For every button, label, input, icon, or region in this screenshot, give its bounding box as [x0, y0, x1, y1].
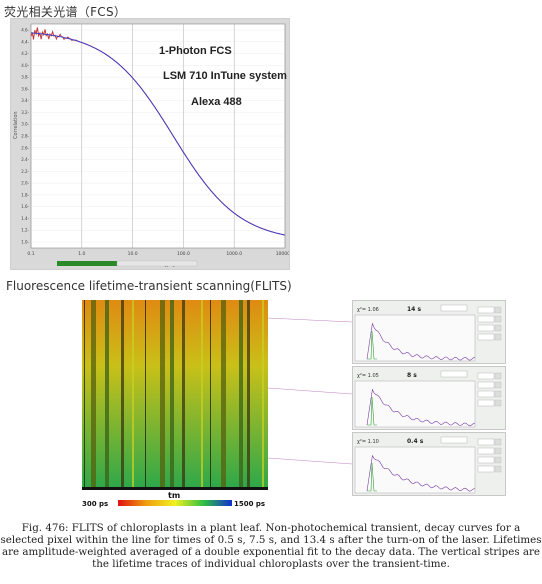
figure-caption: Fig. 476: FLITS of chloroplasts in a pla…	[0, 522, 542, 570]
x-tick-label: 0.1	[27, 251, 34, 257]
progress-track	[116, 260, 198, 267]
chloroplast-stripe	[210, 300, 211, 487]
progress-bar	[57, 261, 117, 266]
fcs-plot: 4.6- 4.4- 4.2- 4.0- 3.8- 3.6- 3.4- 3.2- 3.0- 2.8-…	[13, 23, 289, 268]
y-tick-label: 3.0-	[21, 122, 29, 127]
y-tick-label: 4.0-	[21, 63, 29, 68]
chloroplast-stripes	[84, 300, 264, 487]
y-tick-label: 3.2-	[21, 110, 29, 115]
y-tick-label: 2.8-	[21, 134, 29, 139]
scale-min-label: 300 ps	[82, 500, 108, 508]
chloroplast-stripe	[247, 300, 250, 487]
connector-line	[267, 457, 353, 465]
lifetime-image	[82, 300, 268, 488]
chloroplast-stripe	[262, 300, 264, 487]
y-tick-label: 3.4-	[21, 98, 29, 103]
scale-max-label: 1500 ps	[234, 500, 265, 508]
chloroplast-stripe	[221, 300, 226, 487]
y-tick-label: 2.6-	[21, 145, 29, 150]
y-tick-label: 1.4-	[21, 216, 29, 221]
chloroplast-stripe	[105, 300, 109, 487]
chloroplast-stripe	[160, 300, 165, 487]
x-tick-labels: 0.1 1.0 10.0 100.0 1000.0 10000.0	[27, 251, 289, 257]
y-tick-label: 3.8-	[21, 75, 29, 80]
chloroplast-stripe	[182, 300, 185, 487]
decay-plot: χ²= 1.06 14 s	[353, 301, 505, 363]
decay-panel-3: χ²= 1.10 0.4 s	[352, 432, 506, 496]
x-tick-label: 10000.0	[276, 251, 289, 257]
chloroplast-stripe	[84, 300, 85, 487]
connector-line	[267, 387, 353, 395]
flits-graphic: tm 300 ps 1500 ps	[82, 300, 353, 508]
annotation-lsm-system: LSM 710 InTune system	[163, 70, 287, 82]
connector-line	[267, 317, 353, 323]
chloroplast-stripe	[91, 300, 96, 487]
chloroplast-stripe	[145, 300, 146, 487]
y-tick-label: 4.4-	[21, 39, 29, 44]
decay-plot: χ²= 1.05 8 s	[353, 367, 505, 429]
y-tick-label: 4.6-	[21, 28, 29, 33]
annotation-photon-fcs: 1-Photon FCS	[159, 45, 232, 57]
time-label: 0.4 s	[407, 438, 424, 445]
decay-panel-1: χ²= 1.06 14 s	[352, 300, 506, 364]
time-label: 8 s	[407, 372, 417, 379]
x-tick-label: 1000.0	[226, 251, 242, 257]
x-gridlines	[30, 24, 286, 248]
chi-square-label: χ²= 1.10	[357, 439, 379, 445]
decay-panel-2: χ²= 1.05 8 s	[352, 366, 506, 430]
chloroplast-stripe	[132, 300, 134, 487]
fcs-plot-panel: 4.6- 4.4- 4.2- 4.0- 3.8- 3.6- 3.4- 3.2- 3.0- 2.8-…	[10, 18, 290, 270]
y-tick-label: 4.2-	[21, 51, 29, 56]
chloroplast-stripe	[170, 300, 174, 487]
y-tick-label: 1.6-	[21, 204, 29, 209]
y-tick-label: 1.2-	[21, 228, 29, 233]
time-label: 14 s	[407, 306, 421, 313]
flits-figure: tm 300 ps 1500 ps χ²= 1.06 14 s χ²= 1.05…	[82, 298, 506, 508]
flits-heading: Fluorescence lifetime-transient scanning…	[6, 279, 292, 293]
chloroplast-stripe	[239, 300, 243, 487]
chloroplast-stripe	[121, 300, 124, 487]
y-tick-label: 1.0-	[21, 240, 29, 245]
x-tick-label: 10.0	[128, 251, 138, 257]
decay-plot: χ²= 1.10 0.4 s	[353, 433, 505, 495]
annotation-dye: Alexa 488	[191, 96, 242, 108]
chi-square-label: χ²= 1.06	[357, 307, 379, 313]
y-tick-labels: 4.6- 4.4- 4.2- 4.0- 3.8- 3.6- 3.4- 3.2- 3.0- 2.8-…	[21, 28, 29, 245]
y-tick-label: 1.8-	[21, 192, 29, 197]
y-tick-label: 3.6-	[21, 86, 29, 91]
color-scale	[118, 500, 232, 506]
fit-curve	[30, 32, 286, 236]
y-tick-label: 2.0-	[21, 181, 29, 186]
y-tick-label: 2.4-	[21, 157, 29, 162]
y-axis-label: Correlation	[13, 111, 19, 139]
scale-title: tm	[168, 491, 180, 500]
image-border	[82, 487, 268, 490]
chloroplast-stripe	[201, 300, 203, 487]
fcs-heading: 荧光相关光谱（FCS）	[4, 5, 127, 19]
x-tick-label: 100.0	[177, 251, 190, 257]
chi-square-label: χ²= 1.05	[357, 373, 379, 379]
x-tick-label: 1.0	[78, 251, 85, 257]
y-tick-label: 2.2-	[21, 169, 29, 174]
